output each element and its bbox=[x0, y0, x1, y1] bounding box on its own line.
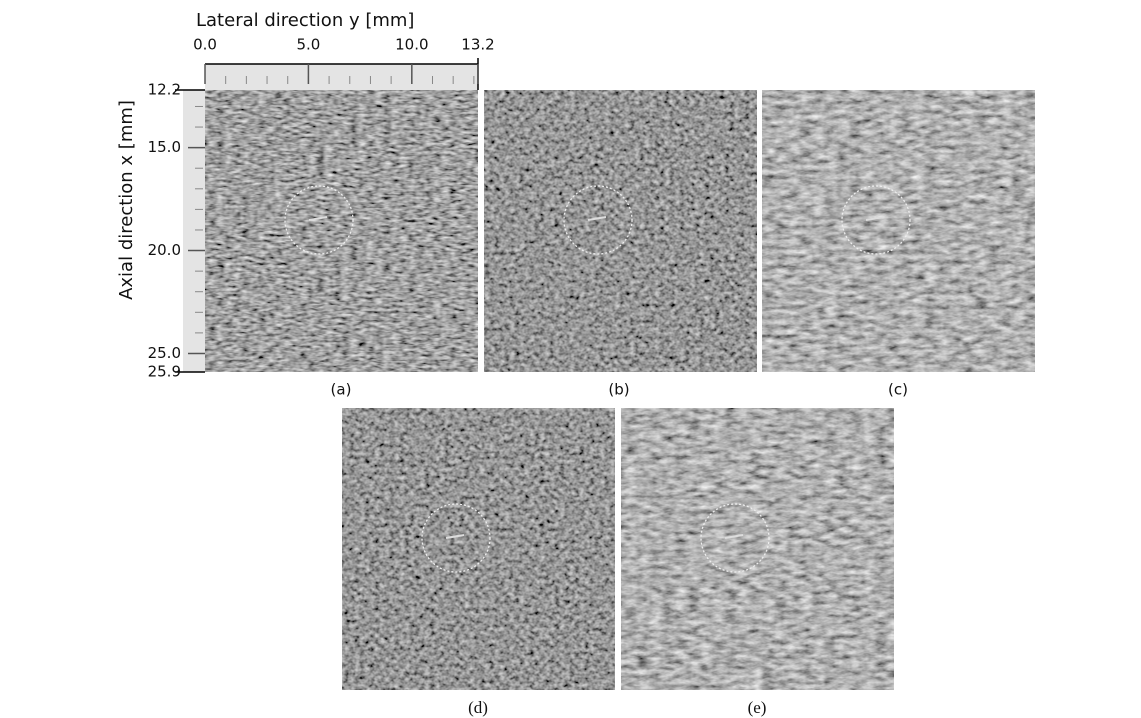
speckle-image bbox=[342, 408, 615, 690]
x-tick-label: 10.0 bbox=[395, 36, 428, 54]
target-circle bbox=[841, 185, 911, 255]
y-tick-label: 15.0 bbox=[148, 138, 181, 156]
y-tick-label: 25.0 bbox=[148, 344, 181, 362]
target-mark bbox=[865, 216, 885, 221]
speckle-image bbox=[484, 90, 757, 372]
ruler bbox=[183, 90, 205, 372]
x-tick-label: 13.2 bbox=[461, 36, 494, 54]
axes: 0.0 5.0 10.0 13.2 Lateral direction y [mm] 12… bbox=[116, 10, 495, 381]
target-mark bbox=[308, 216, 328, 221]
image-panel: (b) bbox=[484, 90, 757, 399]
panel-label: (c) bbox=[888, 381, 908, 399]
panel-label: (d) bbox=[468, 698, 488, 717]
x-tick-label: 0.0 bbox=[193, 36, 217, 54]
y-tick-label: 20.0 bbox=[148, 241, 181, 259]
image-panel: (e) bbox=[621, 408, 894, 717]
x-axis-title: Lateral direction y [mm] bbox=[196, 10, 414, 31]
target-circle bbox=[700, 503, 770, 573]
speckle-image bbox=[621, 408, 894, 690]
target-circle bbox=[284, 185, 354, 255]
target-mark bbox=[587, 216, 607, 221]
panel-label: (a) bbox=[331, 381, 352, 399]
image-panel: (d) bbox=[342, 408, 615, 717]
panels: (a) (b) (c) (d) (e) bbox=[205, 90, 1035, 717]
target-mark bbox=[724, 534, 744, 539]
x-tick-label: 5.0 bbox=[296, 36, 320, 54]
speckle-image bbox=[762, 90, 1035, 372]
target-mark bbox=[445, 534, 465, 539]
panel-label: (e) bbox=[748, 698, 767, 717]
y-tick-label: 12.2 bbox=[148, 81, 181, 99]
image-panel: (a) bbox=[205, 90, 478, 399]
image-panel: (c) bbox=[762, 90, 1035, 399]
speckle-image bbox=[205, 90, 478, 372]
y-axis-title: Axial direction x [mm] bbox=[116, 100, 137, 300]
target-circle bbox=[421, 503, 491, 573]
y-tick-label: 25.9 bbox=[148, 363, 181, 381]
target-circle bbox=[563, 185, 633, 255]
panel-label: (b) bbox=[608, 381, 629, 399]
